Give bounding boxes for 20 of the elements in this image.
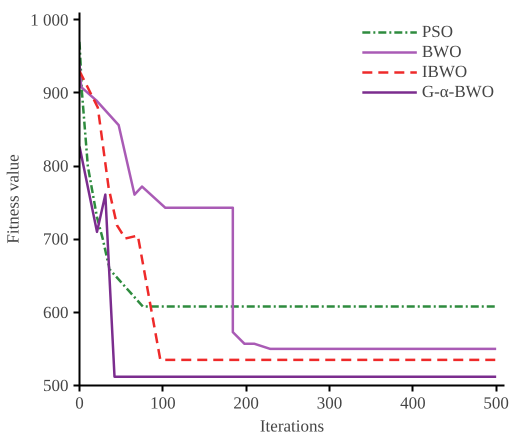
y-tick-label: 800 — [43, 156, 68, 176]
legend-label: BWO — [422, 42, 462, 62]
legend-label: IBWO — [422, 62, 468, 82]
x-tick-label: 200 — [233, 394, 259, 412]
legend-label: G-α-BWO — [422, 82, 494, 102]
y-tick-label: 900 — [43, 83, 68, 102]
x-tick-label: 500 — [483, 394, 509, 412]
x-tick-label: 400 — [400, 394, 426, 412]
y-axis-title: Fitness value — [3, 154, 22, 244]
x-tick-label: 0 — [75, 394, 84, 412]
y-tick-label: 700 — [43, 230, 68, 249]
x-tick-label: 300 — [316, 394, 342, 412]
x-tick-label: 100 — [150, 394, 176, 412]
x-axis-title: Iterations — [260, 416, 324, 436]
line-series — [80, 145, 498, 378]
y-tick-label: 1 000 — [30, 10, 68, 30]
y-tick-label: 600 — [43, 302, 68, 322]
line-series — [80, 40, 498, 308]
legend-label: PSO — [422, 22, 454, 42]
y-tick-label: 500 — [43, 376, 68, 395]
